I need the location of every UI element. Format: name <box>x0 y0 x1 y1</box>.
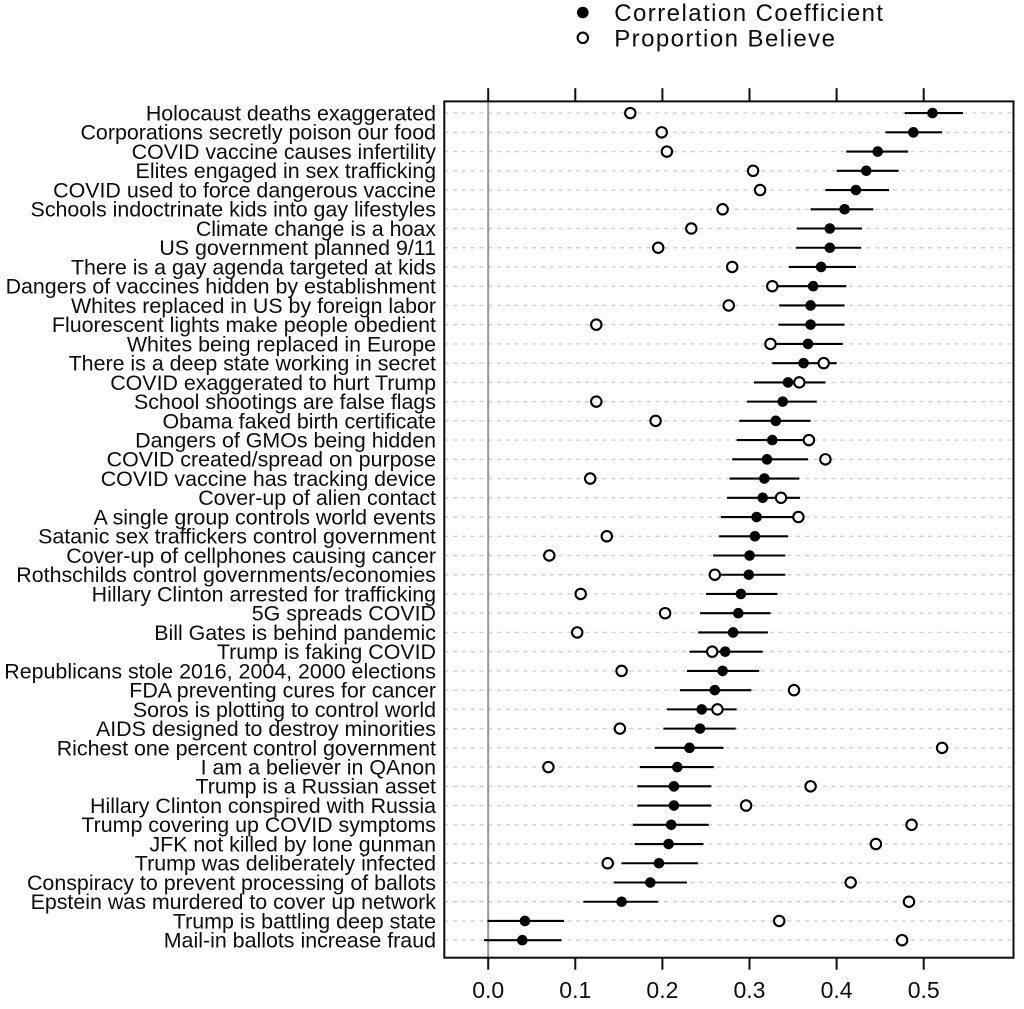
svg-text:Mail-in ballots increase fraud: Mail-in ballots increase fraud <box>164 929 436 953</box>
svg-text:US government planned 9/11: US government planned 9/11 <box>159 236 436 260</box>
svg-text:Bill Gates is behind pandemic: Bill Gates is behind pandemic <box>154 621 436 645</box>
svg-text:There is a deep state working: There is a deep state working in secret <box>69 352 436 376</box>
svg-text:COVID created/spread on purpos: COVID created/spread on purpose <box>107 448 436 472</box>
svg-text:5G spreads COVID: 5G spreads COVID <box>252 602 436 626</box>
svg-text:Cover-up of cellphones causing: Cover-up of cellphones causing cancer <box>66 544 436 568</box>
svg-text:0.5: 0.5 <box>908 977 940 1003</box>
svg-text:Richest one percent control go: Richest one percent control government <box>57 736 436 760</box>
svg-text:Whites being replaced in Europ: Whites being replaced in Europe <box>127 332 436 356</box>
svg-text:Trump is faking COVID: Trump is faking COVID <box>217 640 436 664</box>
svg-text:Trump was deliberately infecte: Trump was deliberately infected <box>135 852 436 876</box>
svg-text:Conspiracy to prevent processi: Conspiracy to prevent processing of ball… <box>27 871 436 895</box>
svg-text:Elites engaged in sex traffick: Elites engaged in sex trafficking <box>136 159 436 183</box>
svg-text:Trump is battling deep state: Trump is battling deep state <box>173 909 436 933</box>
svg-text:AIDS designed to destroy minor: AIDS designed to destroy minorities <box>96 717 436 741</box>
svg-text:0.4: 0.4 <box>821 977 853 1003</box>
svg-text:Proportion Believe: Proportion Believe <box>614 25 836 52</box>
svg-text:Dangers of vaccines hidden by: Dangers of vaccines hidden by establishm… <box>6 275 436 299</box>
svg-text:COVID exaggerated to hurt Trum: COVID exaggerated to hurt Trump <box>110 371 436 395</box>
svg-text:School shootings are false fla: School shootings are false flags <box>134 390 436 414</box>
svg-text:Satanic sex traffickers contro: Satanic sex traffickers control governme… <box>38 525 436 549</box>
svg-text:Schools indoctrinate kids into: Schools indoctrinate kids into gay lifes… <box>31 198 436 222</box>
svg-text:COVID used to force dangerous: COVID used to force dangerous vaccine <box>53 178 436 202</box>
svg-text:FDA preventing cures for cance: FDA preventing cures for cancer <box>129 679 436 703</box>
svg-text:Hillary Clinton arrested for t: Hillary Clinton arrested for trafficking <box>92 582 436 606</box>
svg-text:Hillary Clinton conspired with: Hillary Clinton conspired with Russia <box>90 794 436 818</box>
svg-text:0.3: 0.3 <box>734 977 766 1003</box>
svg-text:Holocaust deaths exaggerated: Holocaust deaths exaggerated <box>146 102 436 126</box>
svg-text:Obama faked birth certificate: Obama faked birth certificate <box>163 409 436 433</box>
svg-text:Correlation Coefficient: Correlation Coefficient <box>614 0 884 27</box>
svg-text:0.1: 0.1 <box>559 977 591 1003</box>
svg-text:0.2: 0.2 <box>646 977 678 1003</box>
svg-text:COVID vaccine has tracking dev: COVID vaccine has tracking device <box>101 467 436 491</box>
svg-text:Epstein was murdered to cover: Epstein was murdered to cover up network <box>31 890 437 914</box>
svg-text:There is a gay agenda targeted: There is a gay agenda targeted at kids <box>71 255 436 279</box>
svg-text:JFK not killed by lone gunman: JFK not killed by lone gunman <box>149 832 436 856</box>
svg-text:Whites replaced in US by forei: Whites replaced in US by foreign labor <box>71 294 436 318</box>
svg-text:Cover-up of alien contact: Cover-up of alien contact <box>198 486 436 510</box>
svg-text:Fluorescent lights make people: Fluorescent lights make people obedient <box>52 313 436 337</box>
svg-text:Corporations secretly poison o: Corporations secretly poison our food <box>80 121 436 145</box>
svg-text:Soros is plotting to control w: Soros is plotting to control world <box>133 698 436 722</box>
svg-text:Trump covering up COVID sympto: Trump covering up COVID symptoms <box>81 813 436 837</box>
svg-text:I am a believer in QAnon: I am a believer in QAnon <box>201 755 436 779</box>
svg-text:Dangers of GMOs being hidden: Dangers of GMOs being hidden <box>135 429 436 453</box>
svg-text:0.0: 0.0 <box>472 977 504 1003</box>
svg-text:COVID vaccine causes infertili: COVID vaccine causes infertility <box>132 140 437 164</box>
svg-text:Rothschilds control government: Rothschilds control governments/economie… <box>16 563 436 587</box>
svg-text:Republicans stole 2016, 2004,: Republicans stole 2016, 2004, 2000 elect… <box>4 659 436 683</box>
svg-text:A single group controls world: A single group controls world events <box>94 505 436 529</box>
svg-text:Trump is a Russian asset: Trump is a Russian asset <box>195 775 436 799</box>
svg-text:Climate change is a hoax: Climate change is a hoax <box>196 217 436 241</box>
